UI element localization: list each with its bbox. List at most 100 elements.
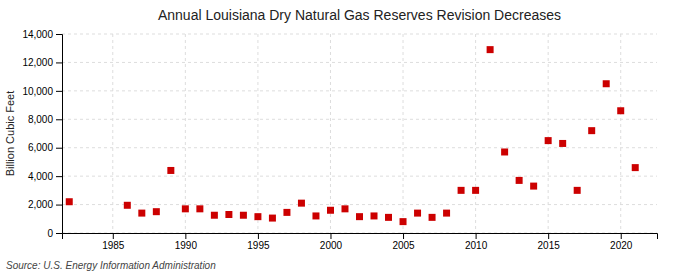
grid-line-y [62,176,657,177]
grid-line-x [475,34,476,233]
point [298,200,305,207]
point [385,214,392,221]
x-tick-label: 2010 [465,240,488,251]
point [574,187,581,194]
x-tick: 2000 [320,233,343,251]
grid-line-x [185,34,186,233]
x-tick-label: 2015 [538,240,561,251]
point [559,140,566,147]
x-tick-label: 2000 [320,240,343,251]
x-tick-mark [403,233,404,239]
grid-line-x [620,34,621,233]
point [167,167,174,174]
point [516,177,523,184]
x-tick-mark [258,233,259,239]
grid-line-x [403,34,404,233]
grid-line-y [62,90,657,91]
point [312,212,319,219]
grid-line-y [62,147,657,148]
point [588,127,595,134]
point [66,198,73,205]
point [138,210,145,217]
point [283,209,290,216]
x-tick-mark [185,233,186,239]
y-axis-line [56,35,63,234]
y-tick-label: 14,000 [22,29,53,40]
title: Annual Louisiana Dry Natural Gas Reserve… [158,7,561,23]
grid-line-y [62,204,657,205]
y-tick-label: 4,000 [28,171,53,182]
points [66,46,639,225]
grid-line-y [62,34,657,35]
point [458,187,465,194]
x-tick-mark [548,233,549,239]
x-tick-label: 2020 [610,240,633,251]
y-tick: 8,000 [28,114,62,125]
plot: 1985 1990 1995 2000 2005 2010 2015 2020 0 2,000 4,… [22,29,657,251]
point [225,211,232,218]
y-tick-label: 12,000 [22,57,53,68]
y-tick: 6,000 [28,142,62,153]
x-tick: 1995 [247,233,270,251]
point [617,107,624,114]
grid-line-x [257,34,258,233]
point [472,187,479,194]
y-tick: 2,000 [28,199,62,210]
y-axis-label: Billion Cubic Feet [4,91,16,177]
point [632,164,639,171]
y-tick-label: 8,000 [28,114,53,125]
point [429,214,436,221]
y-tick-mark [56,34,62,35]
x-axis: 1985 1990 1995 2000 2005 2010 2015 2020 [63,233,658,251]
point [356,213,363,220]
y-tick-label: 6,000 [28,142,53,153]
y-tick: 10,000 [22,86,62,97]
y-tick-label: 10,000 [22,86,53,97]
y-tick: 14,000 [22,29,62,40]
x-axis-line [63,234,658,240]
x-tick: 1985 [102,233,125,251]
y-tick: 4,000 [28,171,62,182]
grid-line-x [330,34,331,233]
point [124,202,131,209]
x-tick: 1990 [175,233,198,251]
y-tick-mark [56,233,62,234]
y-tick-label: 0 [47,228,53,239]
point [414,210,421,217]
y-tick: 12,000 [22,57,62,68]
point [603,80,610,87]
point [240,212,247,219]
x-tick-label: 1990 [175,240,198,251]
point [400,218,407,225]
x-tick-mark [476,233,477,239]
y-tick: 0 [47,228,62,239]
grid-line-x [548,34,549,233]
y-tick-mark [56,91,62,92]
point [153,208,160,215]
point [254,213,261,220]
x-tick-label: 1995 [247,240,270,251]
point [545,137,552,144]
x-tick-mark [330,233,331,239]
x-tick-mark [621,233,622,239]
point [269,215,276,222]
point [182,205,189,212]
x-tick: 2005 [392,233,415,251]
y-tick-mark [56,62,62,63]
x-tick-label: 1985 [102,240,125,251]
y-tick-mark [56,148,62,149]
point [487,46,494,53]
x-tick: 2015 [538,233,561,251]
point [530,183,537,190]
y-tick-mark [56,119,62,120]
y-tick-mark [56,205,62,206]
y-axis: 0 2,000 4,000 6,000 8,000 10,000 12,000 14,000 [22,29,62,239]
point [211,212,218,219]
point [327,207,334,214]
point [341,205,348,212]
x-tick: 2010 [465,233,488,251]
x-tick-mark [113,233,114,239]
grid-line-y [62,119,657,120]
point [371,212,378,219]
point [196,205,203,212]
